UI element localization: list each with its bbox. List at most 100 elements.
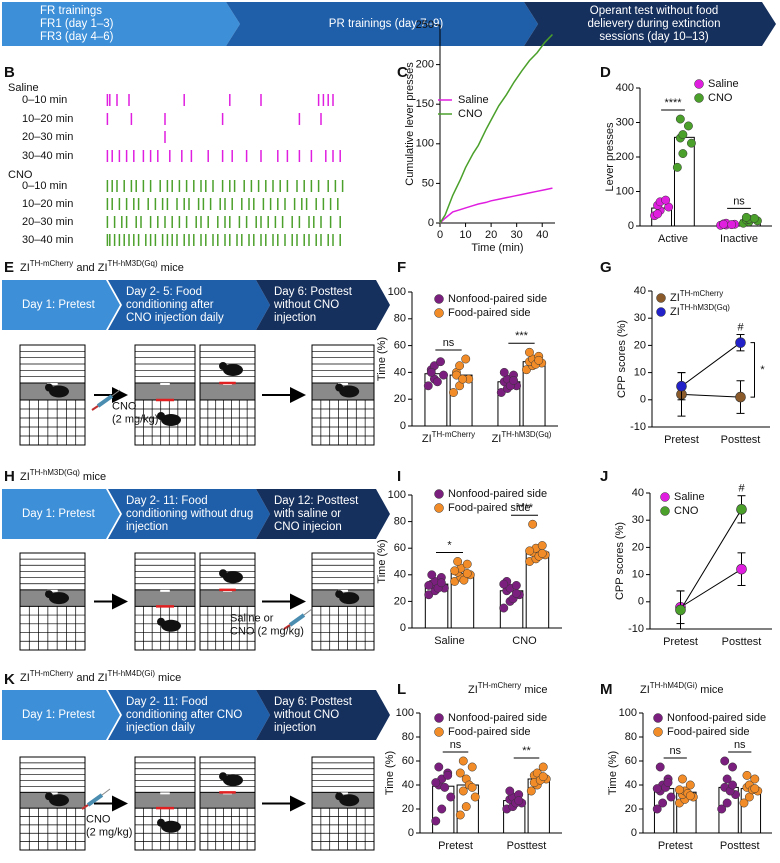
significance: # [738, 483, 745, 495]
data-point [458, 786, 468, 796]
significance: **** [516, 502, 534, 514]
step-chevron [108, 489, 270, 539]
diagram-title: ZITH-hM3D(Gq) mice [20, 468, 106, 483]
y-tick-label: 20 [625, 803, 637, 815]
row-label: 10–20 min [22, 113, 73, 125]
data-point [455, 768, 465, 778]
data-point [676, 380, 687, 392]
legend-swatch [694, 93, 704, 103]
data-point [427, 570, 437, 580]
legend-swatch [653, 727, 663, 737]
data-point [678, 149, 688, 159]
legend-label: Food-paired side [448, 726, 531, 738]
mouse-head [45, 792, 53, 801]
row-label: 30–40 min [22, 234, 73, 246]
y-axis-label: CPP scores (%) [614, 522, 626, 600]
step-text: conditioning after [126, 299, 214, 311]
middle-zone [134, 589, 196, 607]
text-part: ZI [20, 672, 30, 684]
data-point [423, 381, 433, 391]
y-tick-label: 0 [400, 622, 406, 634]
mouse [223, 364, 243, 376]
step-text: sessions (day 10–13) [599, 31, 708, 43]
data-point [538, 772, 548, 782]
x-tick-label: Pretest [658, 840, 693, 852]
significance: ** [522, 745, 531, 757]
y-tick-label: 0 [428, 217, 434, 229]
data-point [437, 804, 447, 814]
step-text: FR3 (day 4–6) [40, 31, 114, 43]
data-point [750, 774, 760, 784]
y-tick-label: 0 [640, 394, 646, 406]
y-tick-label: 0 [631, 827, 637, 839]
y-tick-label: 0 [400, 420, 406, 432]
data-point [434, 762, 444, 772]
data-point [450, 566, 460, 576]
mouse-head [45, 383, 53, 392]
panel-label: J [600, 468, 608, 485]
y-tick-label: -10 [628, 623, 644, 635]
panel-label: K [4, 671, 15, 688]
row-label: 20–30 min [22, 131, 73, 143]
legend-label: ZITH-mCherry [670, 289, 723, 304]
data-point [735, 337, 746, 348]
step-chevron [256, 489, 390, 539]
data-point [424, 590, 434, 600]
step-text: Day 1: Pretest [22, 508, 96, 520]
y-tick-label: 20 [634, 339, 646, 351]
panel-label: L [397, 681, 406, 698]
panel-label: D [600, 64, 611, 81]
data-point [741, 212, 751, 222]
data-point [727, 220, 737, 230]
legend-swatch [434, 503, 444, 513]
data-point [736, 563, 747, 575]
step-text: Day 1: Pretest [22, 299, 96, 311]
legend-label: Nonfood-paired side [667, 712, 766, 724]
injection-text: CNO (2 mg/kg) [230, 625, 304, 637]
legend-label: Food-paired side [448, 307, 531, 319]
diagram-title: ZITH-mCherry and ZITH-hM3D(Gq) mice [20, 259, 184, 274]
data-point [722, 774, 732, 784]
y-tick-label: 50 [422, 177, 434, 189]
step-text: injection daily [126, 722, 195, 734]
mouse [339, 385, 360, 398]
step-chevron [226, 2, 538, 46]
data-point [728, 762, 737, 772]
data-point [431, 816, 441, 826]
middle-zone [134, 791, 196, 809]
text-part: TH-hM3D(Gq) [501, 430, 551, 439]
data-point [675, 785, 684, 795]
y-tick-label: 0 [638, 596, 644, 608]
data-point [499, 579, 509, 589]
y-tick-label: 300 [616, 116, 634, 128]
data-point [458, 756, 468, 766]
data-point [522, 365, 531, 375]
step-chevron [108, 690, 270, 740]
data-point [722, 798, 732, 808]
data-point [655, 762, 665, 772]
data-point [750, 784, 760, 794]
data-point [749, 213, 759, 223]
syringe [86, 793, 104, 807]
data-point [452, 370, 461, 380]
x-tick-label: Posttest [722, 636, 762, 648]
data-point [728, 780, 737, 790]
y-tick-label: 10 [634, 367, 646, 379]
y-tick-label: 80 [625, 731, 637, 743]
door [47, 589, 58, 592]
legend-label: ZITH-hM3D(Gq) [670, 303, 730, 318]
step-text: Day 6: Posttest [274, 696, 353, 708]
x-tick-label: 20 [485, 229, 497, 241]
needle [101, 788, 111, 796]
row-label: 10–20 min [22, 198, 73, 210]
step-chevron [256, 280, 390, 330]
data-point [426, 367, 436, 377]
mouse [339, 592, 360, 605]
significance: * [760, 364, 765, 376]
mouse-head [157, 412, 165, 420]
door [338, 589, 348, 592]
panel-label: M [600, 681, 613, 698]
significance: ns [669, 745, 681, 757]
injection-text: (2 mg/kg) [112, 413, 158, 425]
data-point [525, 546, 535, 556]
